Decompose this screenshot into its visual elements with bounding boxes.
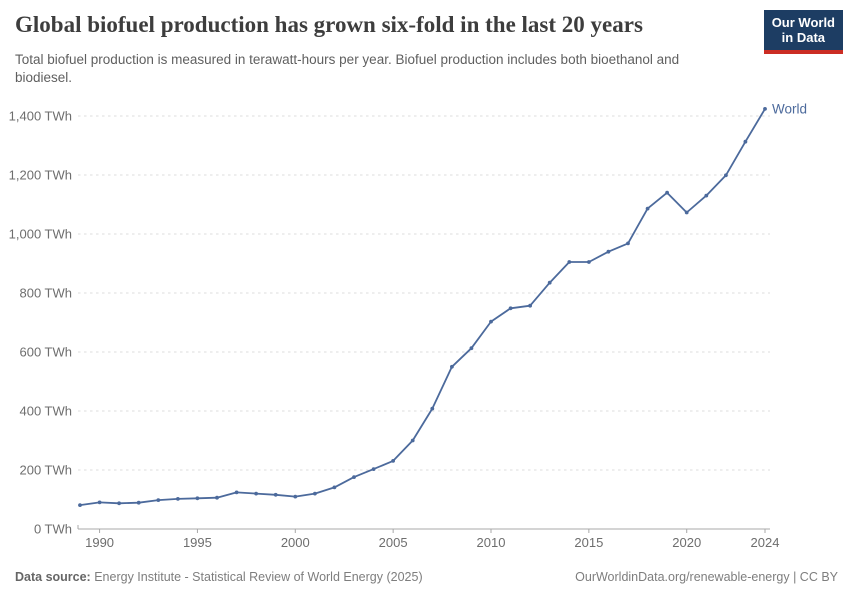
chart-footer: Data source: Energy Institute - Statisti…	[15, 570, 838, 584]
data-point-marker[interactable]	[626, 241, 630, 246]
x-tick-label: 2000	[281, 535, 310, 550]
data-source-label: Data source:	[15, 570, 91, 584]
data-point-marker[interactable]	[176, 497, 180, 501]
data-point-marker[interactable]	[528, 303, 532, 308]
y-tick-label: 800 TWh	[19, 286, 72, 301]
data-point-marker[interactable]	[489, 319, 493, 324]
data-point-marker[interactable]	[136, 500, 141, 505]
series-line-world[interactable]	[79, 108, 766, 506]
data-point-marker[interactable]	[469, 346, 474, 351]
data-point-marker[interactable]	[117, 501, 121, 506]
data-point-marker[interactable]	[293, 494, 298, 499]
owid-logo-line1: Our World	[771, 15, 835, 30]
data-point-marker[interactable]	[704, 193, 709, 198]
data-point-marker[interactable]	[215, 495, 219, 500]
data-point-marker[interactable]	[645, 206, 650, 211]
chart-subtitle: Total biofuel production is measured in …	[15, 52, 680, 85]
series-label-world[interactable]: World	[772, 101, 807, 116]
data-point-marker[interactable]	[254, 491, 258, 496]
x-tick-label: 1995	[183, 535, 212, 550]
x-tick-label: 1990	[85, 535, 114, 550]
data-point-marker[interactable]	[156, 498, 161, 502]
data-point-marker[interactable]	[391, 459, 395, 463]
data-point-marker[interactable]	[743, 139, 748, 144]
data-point-marker[interactable]	[410, 438, 415, 443]
data-point-marker[interactable]	[352, 475, 356, 479]
data-point-marker[interactable]	[450, 364, 454, 369]
data-point-marker[interactable]	[332, 485, 337, 490]
data-point-marker[interactable]	[587, 260, 591, 264]
y-tick-label: 1,400 TWh	[9, 109, 72, 124]
data-point-marker[interactable]	[567, 260, 572, 264]
data-point-marker[interactable]	[606, 249, 611, 254]
y-tick-label: 600 TWh	[19, 345, 72, 360]
data-point-marker[interactable]	[724, 173, 728, 178]
y-tick-label: 200 TWh	[19, 463, 72, 478]
data-point-marker[interactable]	[684, 210, 689, 215]
data-point-marker[interactable]	[273, 492, 278, 497]
data-source: Data source: Energy Institute - Statisti…	[15, 570, 423, 584]
owid-url-license[interactable]: OurWorldinData.org/renewable-energy | CC…	[575, 570, 838, 584]
x-tick-label: 2010	[477, 535, 506, 550]
owid-logo[interactable]: Our World in Data	[763, 10, 843, 54]
page-title: Global biofuel production has grown six-…	[15, 12, 643, 37]
y-tick-label: 1,200 TWh	[9, 168, 72, 183]
y-tick-label: 1,000 TWh	[9, 227, 72, 242]
data-point-marker[interactable]	[313, 491, 317, 496]
x-tick-label: 2005	[379, 535, 408, 550]
x-tick-label: 2024	[751, 535, 780, 550]
y-tick-label: 0 TWh	[34, 522, 72, 537]
x-tick-label: 2020	[672, 535, 701, 550]
y-tick-label: 400 TWh	[19, 404, 72, 419]
data-point-marker[interactable]	[97, 500, 102, 505]
data-source-text: Energy Institute - Statistical Review of…	[94, 570, 423, 584]
data-point-marker[interactable]	[78, 503, 82, 507]
data-point-marker[interactable]	[547, 280, 552, 285]
data-point-marker[interactable]	[371, 467, 376, 471]
data-point-marker[interactable]	[763, 107, 767, 111]
x-tick-label: 2015	[574, 535, 603, 550]
data-point-marker[interactable]	[195, 496, 200, 501]
data-point-marker[interactable]	[508, 306, 513, 311]
data-point-marker[interactable]	[430, 406, 435, 411]
data-point-marker[interactable]	[665, 190, 669, 195]
owid-logo-line2: in Data	[781, 30, 826, 46]
data-point-marker[interactable]	[234, 490, 239, 495]
